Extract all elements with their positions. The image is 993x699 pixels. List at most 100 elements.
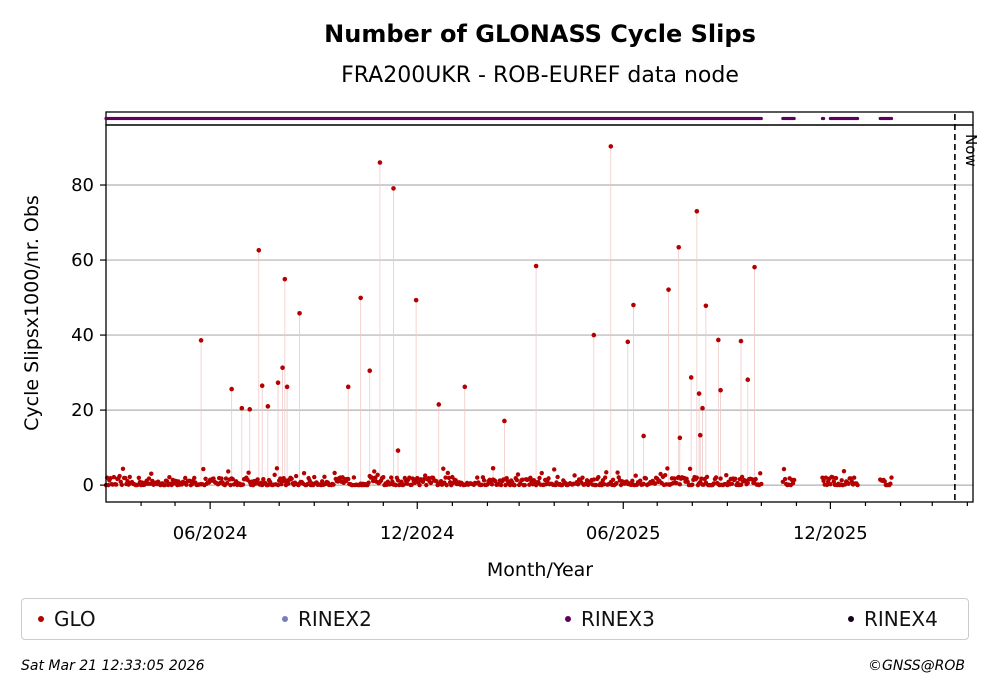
glo-point [358, 295, 363, 301]
glo-baseline-point [331, 482, 336, 487]
glo-baseline-point [123, 475, 128, 481]
glo-baseline-point [272, 472, 277, 478]
glo-baseline-point [417, 482, 422, 488]
glo-baseline-point [293, 473, 299, 479]
glo-baseline-point [219, 476, 224, 481]
glo-baseline-point [246, 470, 251, 475]
glo-baseline-point [108, 476, 113, 481]
legend: GLO RINEX2 RINEX3 RINEX4 [21, 598, 969, 640]
glo-baseline-point [604, 470, 609, 475]
glo-baseline-point [415, 475, 420, 481]
y-tick-label: 0 [83, 475, 94, 496]
legend-item-rinex2: RINEX2 [282, 599, 372, 639]
glo-baseline-point [882, 479, 887, 484]
glo-point [745, 377, 751, 383]
chart-subtitle: FRA200UKR - ROB-EUREF data node [341, 63, 739, 88]
glo-baseline-point [580, 475, 585, 480]
glo-baseline-point [824, 482, 830, 488]
glo-point [198, 338, 204, 343]
rinex3-coverage-mark [889, 116, 894, 121]
glo-baseline-point [704, 474, 710, 480]
glo-baseline-point [738, 482, 744, 488]
glo-baseline-point [739, 474, 745, 480]
glo-baseline-point [407, 475, 412, 480]
glo-point [703, 303, 709, 309]
glo-baseline-point [421, 476, 427, 482]
glo-point [694, 208, 700, 214]
chart-title: Number of GLONASS Cycle Slips [324, 20, 756, 48]
glo-baseline-point [665, 466, 670, 471]
glo-baseline-point [485, 482, 490, 487]
glo-baseline-point [443, 475, 448, 480]
glo-baseline-point [593, 482, 599, 488]
glo-baseline-point [671, 476, 677, 481]
glo-baseline-point [184, 482, 189, 487]
glo-baseline-point [677, 482, 683, 487]
glo-baseline-point [821, 478, 826, 483]
glo-baseline-point [652, 481, 658, 486]
legend-marker-rinex2 [282, 616, 288, 622]
now-label: Now [962, 134, 980, 167]
glo-baseline-point [426, 476, 431, 481]
legend-label-glo: GLO [54, 607, 96, 631]
glo-baseline-point [753, 476, 758, 482]
glo-baseline-point [370, 478, 376, 484]
glo-point [391, 186, 396, 191]
glo-point [259, 383, 265, 389]
glo-baseline-point [444, 482, 449, 488]
glo-baseline-point [395, 478, 401, 483]
glo-baseline-point [223, 476, 229, 481]
glo-point [265, 404, 271, 409]
glo-baseline-point [305, 481, 310, 487]
glo-baseline-point [286, 481, 291, 486]
glo-baseline-point [301, 470, 307, 476]
glo-baseline-point [261, 476, 266, 482]
glo-baseline-point [830, 475, 835, 480]
glo-baseline-point [546, 476, 551, 481]
glo-baseline-point [445, 470, 451, 476]
glo-baseline-point [555, 474, 560, 480]
glo-baseline-point [572, 473, 577, 478]
glo-baseline-point [515, 472, 521, 477]
glo-baseline-point [750, 477, 755, 482]
glo-baseline-point [694, 475, 700, 480]
glo-baseline-point [544, 481, 549, 487]
glo-point [738, 338, 744, 344]
glo-baseline-point [409, 482, 414, 488]
glo-baseline-point [255, 477, 260, 482]
glo-baseline-point [610, 477, 616, 483]
y-tick-label: 20 [71, 400, 94, 421]
glo-baseline-point [855, 482, 860, 488]
rinex3-coverage-mark [792, 116, 796, 121]
glo-baseline-point [475, 475, 480, 480]
y-axis-label: Cycle Slipsx1000/nr. Obs [21, 195, 43, 431]
y-axis: 0 20 40 60 80 [71, 175, 106, 496]
glo-baseline-point [512, 482, 517, 488]
glo-baseline-point [224, 481, 230, 486]
rinex3-coverage-mark [855, 116, 860, 121]
glo-baseline-point [615, 470, 620, 475]
glo-point [688, 375, 694, 380]
glo-baseline-point [527, 482, 532, 487]
glo-baseline-point [729, 481, 735, 487]
rinex3-coverage-mark [822, 116, 826, 121]
glo-baseline-point [366, 480, 371, 485]
glo-baseline-point [375, 472, 380, 478]
glo-point [716, 337, 721, 343]
glo-baseline-point [614, 480, 619, 486]
legend-label-rinex3: RINEX3 [581, 607, 655, 631]
glo-baseline-point [758, 471, 763, 476]
glo-baseline-point [351, 475, 357, 480]
glo-baseline-point [745, 480, 750, 486]
glo-point [297, 311, 302, 316]
glo-baseline-point [552, 467, 557, 472]
legend-marker-glo [38, 616, 44, 622]
glo-baseline-point [149, 471, 154, 476]
glo-baseline-point [183, 475, 188, 481]
glo-point [462, 384, 468, 390]
glo-point [275, 380, 281, 386]
glo-baseline-point [393, 482, 398, 488]
glo-baseline-point [690, 482, 695, 487]
glo-baseline-point [117, 473, 122, 479]
slip-stems [200, 146, 755, 486]
